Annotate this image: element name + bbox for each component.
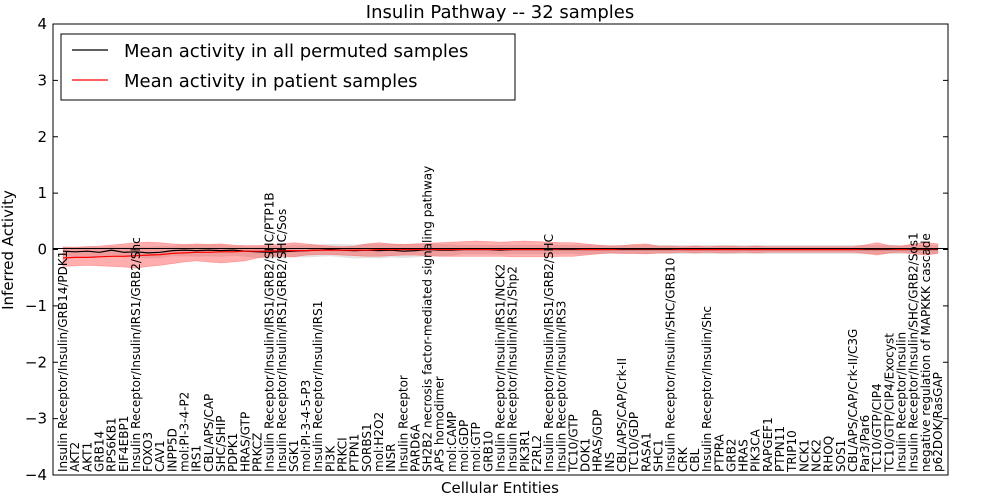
y-tick-label: 3 <box>37 71 47 89</box>
y-tick-label: 2 <box>37 128 47 146</box>
x-category-label: PI3K <box>323 445 337 472</box>
x-category-label: Insulin Receptor/Insulin/IRS3 <box>554 301 568 472</box>
x-category-label: Insulin Receptor/Insulin/SHC/GRB10 <box>664 258 678 472</box>
x-category-label: RASA1 <box>639 432 653 472</box>
x-category-label: PTPN1 <box>348 434 362 472</box>
line-series-1 <box>62 248 938 259</box>
x-category-label: CAV1 <box>153 440 167 472</box>
x-axis-category-labels: Insulin Receptor/Insulin/GRB14/PDK1AKT2A… <box>56 166 945 473</box>
x-category-label: INPP5D <box>165 428 179 472</box>
y-tick-label: −4 <box>25 466 47 484</box>
x-category-label: CBL/APS/CAP/Crk-II/C3G <box>846 329 860 472</box>
x-category-label: INS <box>603 452 617 472</box>
x-category-label: Insulin Receptor <box>396 375 410 472</box>
x-category-label: EIF4EBP1 <box>117 416 131 472</box>
x-category-label: HRAS/GDP <box>591 409 605 472</box>
x-category-label: FOXO3 <box>141 432 155 472</box>
x-category-label: Insulin Receptor/Insulin/IRS1 <box>311 301 325 472</box>
x-category-label: Insulin Receptor/Insulin/GRB14/PDK1 <box>56 251 70 472</box>
x-category-label: AKT2 <box>68 442 82 472</box>
x-category-label: Par3/Par6 <box>858 415 872 472</box>
y-tick-label: 1 <box>37 184 47 202</box>
x-category-label: mol:PI-3-4-P2 <box>178 392 192 472</box>
x-category-label: IRS1 <box>190 445 204 472</box>
x-category-label: HRAS <box>737 439 751 472</box>
x-category-label: Insulin Receptor/Insulin/IRS1/GRB2/Shc <box>129 237 143 472</box>
legend-label-patient: Mean activity in patient samples <box>124 71 418 92</box>
x-category-label: Insulin Receptor/Insulin/IRS1/Shp2 <box>506 266 520 472</box>
x-category-label: TC10/GDP <box>627 412 641 473</box>
x-category-label: RPS6KB1 <box>105 417 119 472</box>
x-category-label: NCK2 <box>810 439 824 472</box>
x-category-label: GRB2 <box>724 438 738 472</box>
y-axis-label: Inferred Activity <box>0 190 17 310</box>
x-category-label: HRAS/GTP <box>238 412 252 472</box>
x-category-label: PDPK1 <box>226 433 240 472</box>
confidence-bands <box>62 240 939 269</box>
x-category-label: PIK3CA <box>749 428 763 472</box>
y-tick-label: 0 <box>37 241 47 259</box>
legend-box <box>60 33 516 101</box>
x-category-label: Insulin Receptor/Insulin/IRS1/GRB2/SHC/S… <box>275 209 289 472</box>
legend: Mean activity in all permuted samples Me… <box>60 33 516 101</box>
x-category-label: SORBS1 <box>360 423 374 472</box>
x-category-label: mol:GDP <box>457 420 471 472</box>
x-category-label: PRKCZ <box>250 433 264 472</box>
x-category-label: TC10/GTP/CIP4 <box>870 383 884 473</box>
x-category-label: TC10/GTP/CIP4/Exocyst <box>882 333 896 473</box>
x-category-label: PIK3R1 <box>518 430 532 472</box>
x-category-label: SHC/SHIP <box>214 416 228 472</box>
x-category-label: mol:CAMP <box>445 411 459 472</box>
x-category-label: AKT1 <box>80 442 94 472</box>
series-lines <box>62 248 938 259</box>
x-category-label: GRB14 <box>93 431 107 472</box>
x-category-label: CRK <box>676 446 690 472</box>
x-category-label: TC10/GTP <box>566 414 580 473</box>
x-category-label: Insulin Receptor/Insulin/Shc <box>700 306 714 472</box>
x-category-label: PTPN11 <box>773 426 787 472</box>
y-tick-label: −1 <box>25 297 47 315</box>
x-category-label: SHC1 <box>652 439 666 472</box>
x-category-label: PRKCI <box>336 437 350 472</box>
x-category-label: INSR <box>384 444 398 472</box>
x-category-label: NCK1 <box>797 439 811 472</box>
x-category-label: APS homodimer <box>433 376 447 472</box>
x-category-label: mol:GTP <box>469 422 483 472</box>
x-category-label: negative regulation of MAPKKK cascade <box>919 233 933 472</box>
chart-title: Insulin Pathway -- 32 samples <box>366 2 634 23</box>
x-category-label: mol:PI-3-4-5-P3 <box>299 380 313 472</box>
x-category-label: PTPRA <box>712 433 726 472</box>
legend-label-permuted: Mean activity in all permuted samples <box>124 41 468 62</box>
x-axis-label: Cellular Entities <box>441 479 559 497</box>
x-category-label: Insulin Receptor/Insulin/IRS1/GRB2/SHC <box>542 234 556 472</box>
x-category-label: CBL/APS/CAP/Crk-II <box>615 358 629 472</box>
x-category-label: PARD6A <box>408 423 422 472</box>
y-tick-label: −3 <box>25 410 47 428</box>
x-category-label: SH2B2 necrosis factor-mediated signaling… <box>421 166 435 472</box>
x-category-label: mol:H2O2 <box>372 412 386 472</box>
x-category-label: Insulin Receptor/Insulin/IRS1/NCK2 <box>494 264 508 472</box>
x-category-label: DOK1 <box>579 438 593 472</box>
x-category-label: SOS1 <box>834 440 848 472</box>
x-category-label: Insulin Receptor/Insulin/SHC/GRB2/Sos1 <box>907 232 921 472</box>
y-tick-label: 4 <box>37 15 47 33</box>
x-category-label: p62DOK/RasGAP <box>931 372 945 472</box>
x-category-label: RHOQ <box>822 436 836 472</box>
x-category-label: TRIP10 <box>785 430 799 473</box>
x-category-label: F2RL2 <box>530 435 544 472</box>
band-series-1 <box>62 240 939 269</box>
x-category-label: CBL <box>688 448 702 472</box>
x-category-label: CBL/APS/CAP <box>202 394 216 472</box>
x-category-label: SGK1 <box>287 440 301 472</box>
x-category-label: GRB10 <box>481 431 495 472</box>
x-category-label: Insulin Receptor/Insulin/IRS1/GRB2/SHC/P… <box>263 192 277 472</box>
band-series-0 <box>63 243 938 259</box>
y-axis: −4 −3 −2 −1 0 1 2 3 4 <box>25 15 948 484</box>
x-category-label: Insulin Receptor/Insulin <box>895 332 909 472</box>
y-tick-label: −2 <box>25 353 47 371</box>
x-category-label: RAPGEF1 <box>761 417 775 472</box>
